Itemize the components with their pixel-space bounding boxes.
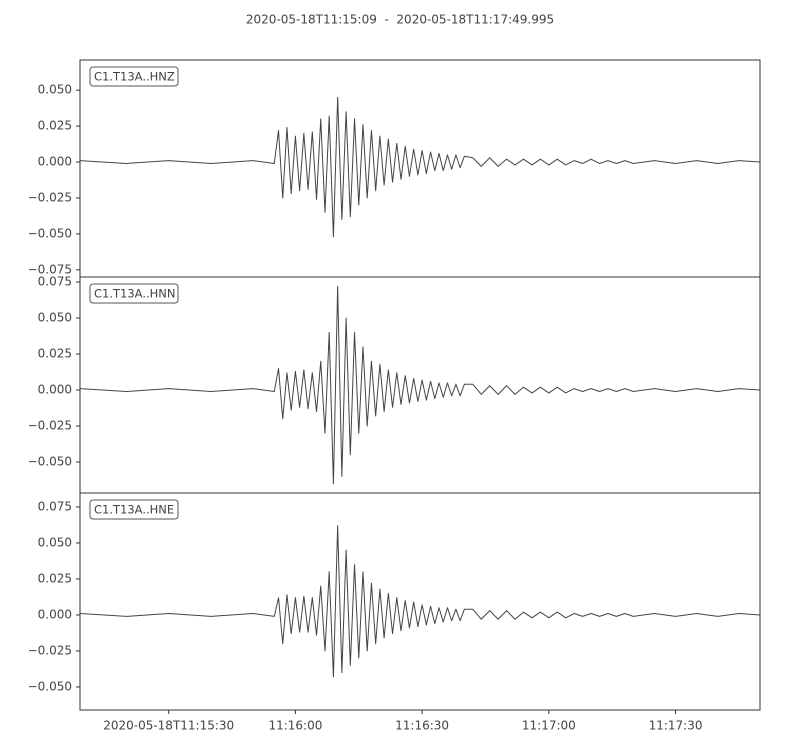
x-tick-label: 11:17:30 (649, 719, 703, 733)
legend-box (89, 66, 179, 87)
chart-title: 2020-05-18T11:15:09 - 2020-05-18T11:17:4… (246, 13, 554, 27)
x-tick-label: 11:16:30 (395, 719, 449, 733)
waveform (79, 285, 761, 485)
y-tick-label: 0.075 (38, 499, 72, 513)
y-tick-label: 0.050 (38, 311, 72, 325)
x-tick-label: 11:16:00 (268, 719, 322, 733)
y-tick-label: 0.075 (38, 275, 72, 289)
legend-box (89, 499, 179, 520)
y-tick-label: −0.025 (28, 190, 72, 204)
y-tick-label: −0.025 (28, 643, 72, 657)
y-tick-label: 0.050 (38, 535, 72, 549)
y-tick-label: −0.075 (28, 262, 72, 276)
y-tick-label: 0.000 (38, 607, 72, 621)
waveform (79, 96, 761, 238)
legend-label: C1.T13A..HNN (94, 287, 176, 301)
x-tick-label: 11:17:00 (522, 719, 576, 733)
y-tick-label: −0.050 (28, 455, 72, 469)
y-tick-label: −0.050 (28, 679, 72, 693)
frame (79, 492, 761, 711)
y-tick-label: 0.025 (38, 119, 72, 133)
y-tick-label: 0.000 (38, 155, 72, 169)
legend-box (89, 283, 179, 304)
waveform (79, 525, 761, 678)
frame (79, 59, 761, 278)
y-tick-label: 0.050 (38, 83, 72, 97)
y-tick-label: 0.025 (38, 347, 72, 361)
legend-label: C1.T13A..HNE (94, 503, 174, 517)
x-tick-label: 2020-05-18T11:15:30 (103, 719, 234, 733)
y-tick-label: −0.025 (28, 419, 72, 433)
frame (79, 276, 761, 494)
y-tick-label: 0.025 (38, 571, 72, 585)
y-tick-label: −0.050 (28, 226, 72, 240)
legend-label: C1.T13A..HNZ (94, 70, 175, 84)
y-tick-label: 0.000 (38, 383, 72, 397)
